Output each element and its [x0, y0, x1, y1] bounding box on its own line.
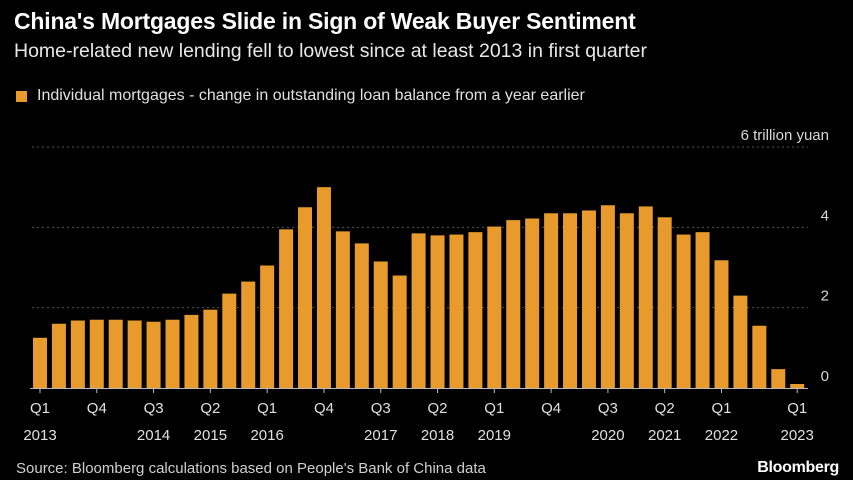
x-tick-quarter: Q3	[144, 400, 164, 417]
bar	[279, 229, 294, 388]
bar	[752, 325, 767, 388]
bar	[600, 205, 615, 388]
bar	[506, 220, 521, 388]
x-tick-quarter: Q1	[484, 400, 504, 417]
x-tick-quarter: Q4	[87, 400, 107, 417]
x-tick-year: 2013	[23, 427, 56, 444]
x-tick-quarter: Q1	[257, 400, 277, 417]
bar	[638, 206, 653, 388]
bar	[411, 233, 426, 388]
x-tick-year: 2018	[421, 427, 454, 444]
bar	[619, 213, 634, 388]
chart-title: China's Mortgages Slide in Sign of Weak …	[14, 8, 636, 34]
x-tick-quarter: Q2	[428, 400, 448, 417]
bar	[771, 369, 786, 388]
legend-label: Individual mortgages - change in outstan…	[37, 87, 585, 104]
legend: Individual mortgages - change in outstan…	[16, 87, 585, 105]
x-tick-quarter: Q2	[655, 400, 675, 417]
bar	[298, 207, 313, 388]
bar	[563, 213, 578, 388]
bar	[695, 232, 710, 388]
bar	[127, 320, 142, 388]
bar	[335, 231, 350, 388]
bar	[108, 319, 123, 388]
x-tick-quarter: Q1	[30, 400, 50, 417]
x-tick-quarter: Q2	[200, 400, 220, 417]
x-tick-year: 2021	[648, 427, 681, 444]
bar	[165, 319, 180, 388]
y-axis-labels: 0 2 4 6 trillion yuan	[741, 127, 829, 385]
x-axis-labels: Q1 2013 Q4 Q3 2014 Q2 2015 Q1 2016 Q4 Q3 2017 Q2 2018…	[23, 388, 814, 444]
x-tick-quarter: Q4	[314, 400, 334, 417]
bar	[260, 265, 275, 388]
bar	[430, 235, 445, 388]
bars	[33, 187, 805, 388]
x-tick-year: 2023	[781, 427, 814, 444]
bar	[51, 323, 66, 388]
x-tick-quarter: Q3	[371, 400, 391, 417]
bar	[203, 309, 218, 388]
bar	[487, 226, 502, 388]
bar	[468, 232, 483, 388]
bar	[89, 319, 104, 388]
x-tick-quarter: Q1	[711, 400, 731, 417]
bar	[316, 187, 331, 388]
bar	[657, 217, 672, 388]
bar	[449, 234, 464, 388]
bar	[581, 210, 596, 388]
x-tick-quarter: Q3	[598, 400, 618, 417]
x-tick-year: 2017	[364, 427, 397, 444]
bar	[241, 281, 256, 388]
bar	[714, 260, 729, 388]
bar	[790, 383, 805, 388]
bar	[222, 293, 237, 388]
y-tick-label: 6 trillion yuan	[741, 127, 829, 144]
bar	[676, 234, 691, 388]
legend-swatch	[16, 90, 27, 102]
x-tick-year: 2022	[705, 427, 738, 444]
y-tick-label: 4	[821, 207, 829, 224]
bar	[354, 243, 369, 388]
bar	[392, 275, 407, 388]
x-tick-year: 2019	[478, 427, 511, 444]
bar	[544, 213, 559, 388]
bar	[373, 261, 388, 388]
x-tick-year: 2015	[194, 427, 227, 444]
x-tick-year: 2014	[137, 427, 170, 444]
y-tick-label: 2	[821, 288, 829, 305]
y-tick-label: 0	[821, 368, 829, 385]
bar	[733, 295, 748, 388]
x-tick-quarter: Q4	[541, 400, 561, 417]
bar	[33, 337, 47, 388]
x-tick-year: 2016	[250, 427, 283, 444]
bar	[70, 320, 85, 388]
chart-subtitle: Home-related new lending fell to lowest …	[14, 40, 647, 62]
bar	[146, 321, 161, 388]
bar	[184, 314, 199, 388]
bloomberg-logo: Bloomberg	[757, 459, 839, 476]
bar	[525, 218, 540, 388]
x-tick-year: 2020	[591, 427, 624, 444]
source-note: Source: Bloomberg calculations based on …	[16, 460, 486, 477]
x-tick-quarter: Q1	[787, 400, 807, 417]
